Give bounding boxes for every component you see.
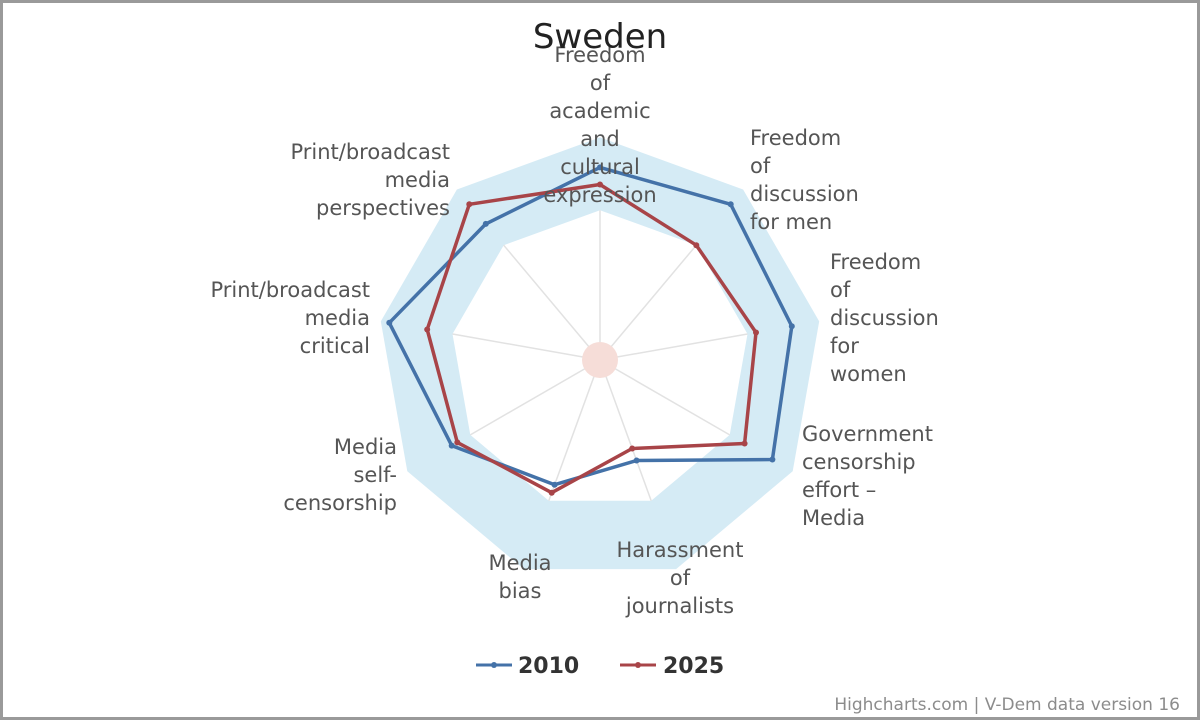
grid-spoke: [469, 359, 601, 436]
axis-label-line: discussion: [830, 306, 939, 330]
axis-label: Print/broadcast media perspectives: [290, 140, 450, 220]
axis-label-line: cultural: [560, 155, 640, 179]
axis-label-line: media: [385, 168, 450, 192]
grid-spoke: [599, 359, 731, 436]
data-point-2025[interactable]: [693, 242, 700, 249]
grid-spoke: [503, 244, 601, 361]
axis-label: Freedom of discussion for women: [830, 250, 939, 386]
axis-label-line: Media: [488, 551, 551, 575]
data-point-2025[interactable]: [424, 326, 431, 333]
axis-label: Print/broadcast media critical: [210, 278, 370, 358]
axis-label: Harassment of journalists: [617, 538, 744, 618]
data-point-2010[interactable]: [597, 164, 603, 171]
series-line-2010[interactable]: [387, 165, 794, 487]
axis-label-line: effort –: [802, 478, 876, 502]
data-point-2010[interactable]: [551, 481, 558, 488]
credits[interactable]: Highcharts.com | V-Dem data version 16: [834, 695, 1180, 715]
legend: 2010 2025: [476, 654, 724, 679]
grid-spoke: [599, 244, 697, 361]
axis-label-line: Media: [334, 435, 397, 459]
axis-label-line: of: [750, 154, 771, 178]
axis-label-line: of: [590, 71, 611, 95]
data-point-2025[interactable]: [741, 440, 748, 447]
data-point-2010[interactable]: [386, 319, 393, 326]
series-line-2025[interactable]: [425, 182, 758, 495]
legend-label-2025: 2025: [663, 654, 724, 679]
data-point-2010[interactable]: [482, 220, 489, 227]
axis-label-line: Freedom: [554, 43, 645, 67]
series-layer: [386, 164, 795, 496]
axis-label-line: perspectives: [316, 196, 450, 220]
axis-label-line: for men: [750, 210, 832, 234]
axis-label-line: of: [670, 566, 691, 590]
axis-label-line: Government: [802, 422, 933, 446]
legend-marker-2010: [491, 662, 497, 668]
axis-label: Freedom of academic and cultural expression: [543, 43, 656, 207]
axis-label-line: women: [830, 362, 907, 386]
axis-label-line: self-: [353, 463, 397, 487]
chart-title: Sweden: [533, 17, 667, 57]
axis-label-line: and: [580, 127, 620, 151]
axis-label-layer: Freedom of academic and cultural expressionFr…: [210, 43, 938, 618]
axis-label-line: Media: [802, 506, 865, 530]
axis-label: Media self-censorship: [283, 435, 397, 515]
axis-label: Media bias: [488, 551, 551, 603]
axis-label-line: censorship: [283, 491, 397, 515]
axis-label-line: critical: [300, 334, 370, 358]
data-point-2025[interactable]: [454, 439, 461, 446]
legend-item-2025[interactable]: 2025: [620, 654, 724, 679]
axis-label-line: for: [830, 334, 859, 358]
axis-label-line: Harassment: [617, 538, 744, 562]
data-point-2010[interactable]: [727, 201, 734, 208]
axis-label-line: journalists: [625, 594, 734, 618]
axis-label-line: expression: [543, 183, 656, 207]
axis-label: Government censorship effort – Media: [802, 422, 933, 530]
axis-label-line: Freedom: [830, 250, 921, 274]
data-point-2025[interactable]: [629, 445, 636, 452]
axis-label-line: academic: [549, 99, 650, 123]
data-point-2010[interactable]: [788, 323, 795, 330]
axis-label-line: bias: [499, 579, 542, 603]
data-point-2025[interactable]: [753, 329, 759, 336]
grid-layer: [452, 210, 748, 502]
legend-marker-2025: [635, 662, 641, 668]
grid-spoke: [599, 359, 652, 502]
axis-label-line: Print/broadcast: [290, 140, 450, 164]
data-point-2025[interactable]: [548, 489, 555, 496]
data-point-2010[interactable]: [769, 456, 776, 463]
legend-label-2010: 2010: [518, 654, 579, 679]
axis-label-line: discussion: [750, 182, 859, 206]
axis-label-line: Freedom: [750, 126, 841, 150]
axis-label: Freedom of discussion for men: [750, 126, 859, 234]
grid-spoke: [548, 359, 601, 502]
axis-label-line: Print/broadcast: [210, 278, 370, 302]
axis-label-line: media: [305, 306, 370, 330]
data-point-2010[interactable]: [633, 457, 640, 464]
data-point-2025[interactable]: [597, 181, 603, 188]
data-point-2025[interactable]: [466, 201, 473, 208]
legend-item-2010[interactable]: 2010: [476, 654, 579, 679]
axis-label-line: censorship: [802, 450, 916, 474]
axis-label-line: of: [830, 278, 851, 302]
grid-spoke: [599, 333, 748, 361]
data-point-2010[interactable]: [448, 442, 455, 449]
grid-spoke: [452, 333, 601, 361]
center-marker: [582, 342, 618, 378]
